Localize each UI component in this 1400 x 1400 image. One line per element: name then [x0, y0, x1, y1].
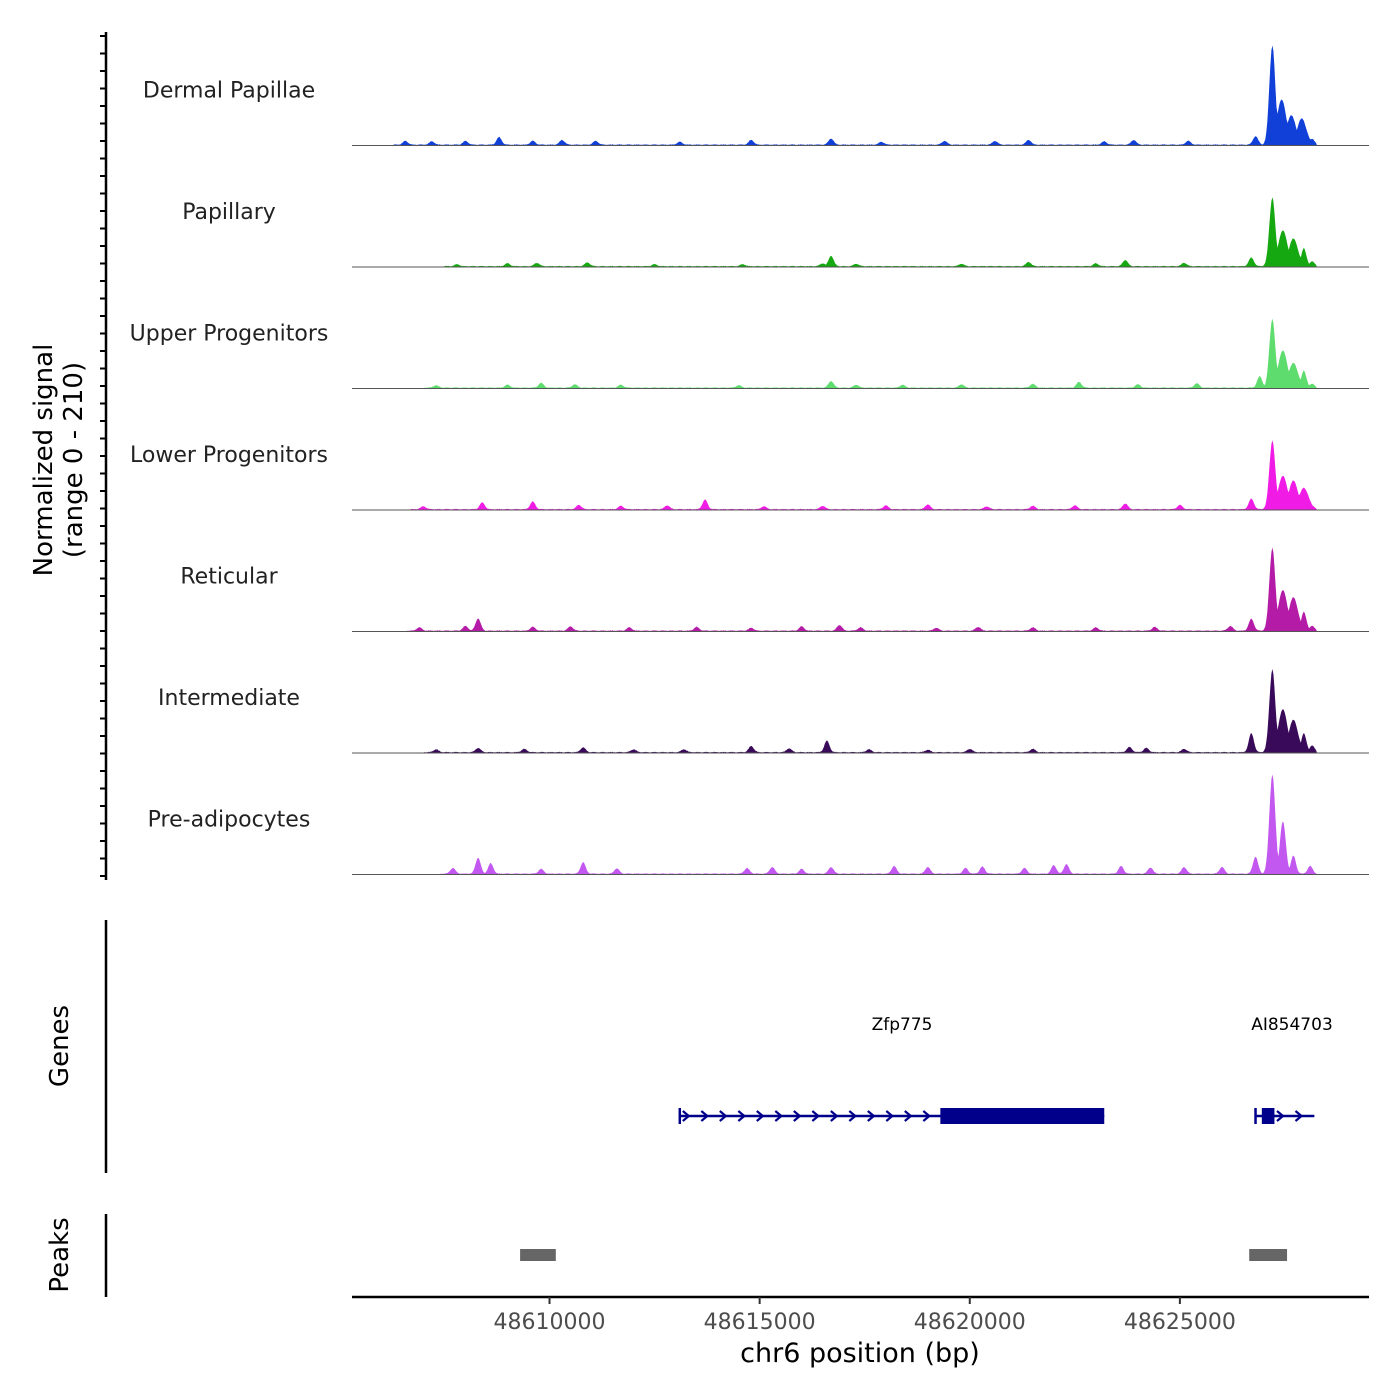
track-label: Dermal Papillae [143, 79, 315, 104]
x-tick-label: 48615000 [704, 1310, 816, 1335]
gene-strand-arrow [756, 1110, 765, 1122]
gene-strand-arrow [793, 1110, 802, 1122]
gene-annotations: Zfp775 AI854703 [678, 1015, 1333, 1124]
gene-strand-arrow [830, 1110, 839, 1122]
gene-strand-arrow [719, 1110, 728, 1122]
track-papillary: Papillary [182, 197, 1369, 268]
track-label: Intermediate [158, 686, 300, 711]
gene-strand-arrow [682, 1110, 691, 1122]
x-tick-label: 48625000 [1124, 1310, 1236, 1335]
gene-strand-arrow [885, 1110, 895, 1122]
x-tick-label: 48620000 [914, 1310, 1026, 1335]
track-label: Upper Progenitors [130, 322, 329, 347]
x-axis-label: chr6 position (bp) [740, 1338, 980, 1369]
track-signal-area [352, 318, 1369, 389]
x-tick-label: 48610000 [494, 1310, 606, 1335]
peak-regions [520, 1249, 1288, 1261]
gene-label: Zfp775 [872, 1015, 933, 1035]
gene-strand-arrow [700, 1110, 710, 1122]
gene-strand-arrow [1276, 1110, 1285, 1122]
track-pre-adipocytes: Pre-adipocytes [148, 774, 1369, 875]
gene-label: AI854703 [1251, 1015, 1333, 1035]
gene-exon [1261, 1108, 1275, 1124]
track-label: Lower Progenitors [130, 443, 328, 468]
signal-tracks: Dermal Papillae Papillary Upper Progenitor… [130, 45, 1369, 875]
x-axis-ticks: 48610000 48615000 48620000 48625000 [494, 1297, 1236, 1335]
track-signal-area [352, 45, 1369, 146]
track-signal-area [352, 774, 1369, 875]
track-lower-progenitors: Lower Progenitors [130, 440, 1369, 511]
signal-y-axis [100, 32, 108, 880]
track-upper-progenitors: Upper Progenitors [130, 318, 1369, 389]
track-label: Pre-adipocytes [148, 808, 311, 833]
gene-ai854703: AI854703 [1251, 1015, 1333, 1124]
genes-y-label: Genes [45, 1005, 75, 1087]
gene-strand-arrow [848, 1110, 858, 1122]
gene-strand-arrow [737, 1110, 747, 1122]
gene-strand-arrow [774, 1110, 784, 1122]
gene-strand-arrow [904, 1110, 913, 1122]
signal-y-label-line2: (range 0 - 210) [59, 362, 89, 558]
track-label: Reticular [180, 565, 278, 590]
track-signal-area [352, 197, 1369, 267]
track-signal-area [352, 669, 1369, 753]
peak-region [1249, 1249, 1288, 1261]
signal-y-label-line1: Normalized signal [29, 344, 59, 577]
peaks-y-label: Peaks [45, 1217, 75, 1292]
track-dermal-papillae: Dermal Papillae [143, 45, 1369, 146]
gene-exon [940, 1108, 1105, 1124]
track-label: Papillary [182, 200, 276, 225]
gene-strand-arrow [1294, 1110, 1304, 1122]
gene-strand-arrow [867, 1110, 876, 1122]
gene-strand-arrow [811, 1110, 821, 1122]
track-reticular: Reticular [180, 547, 1369, 632]
gene-zfp775: Zfp775 [678, 1015, 1105, 1124]
track-signal-area [352, 547, 1369, 632]
track-intermediate: Intermediate [158, 669, 1369, 754]
track-signal-area [352, 440, 1369, 510]
gene-strand-arrow [922, 1110, 932, 1122]
peak-region [520, 1249, 556, 1261]
